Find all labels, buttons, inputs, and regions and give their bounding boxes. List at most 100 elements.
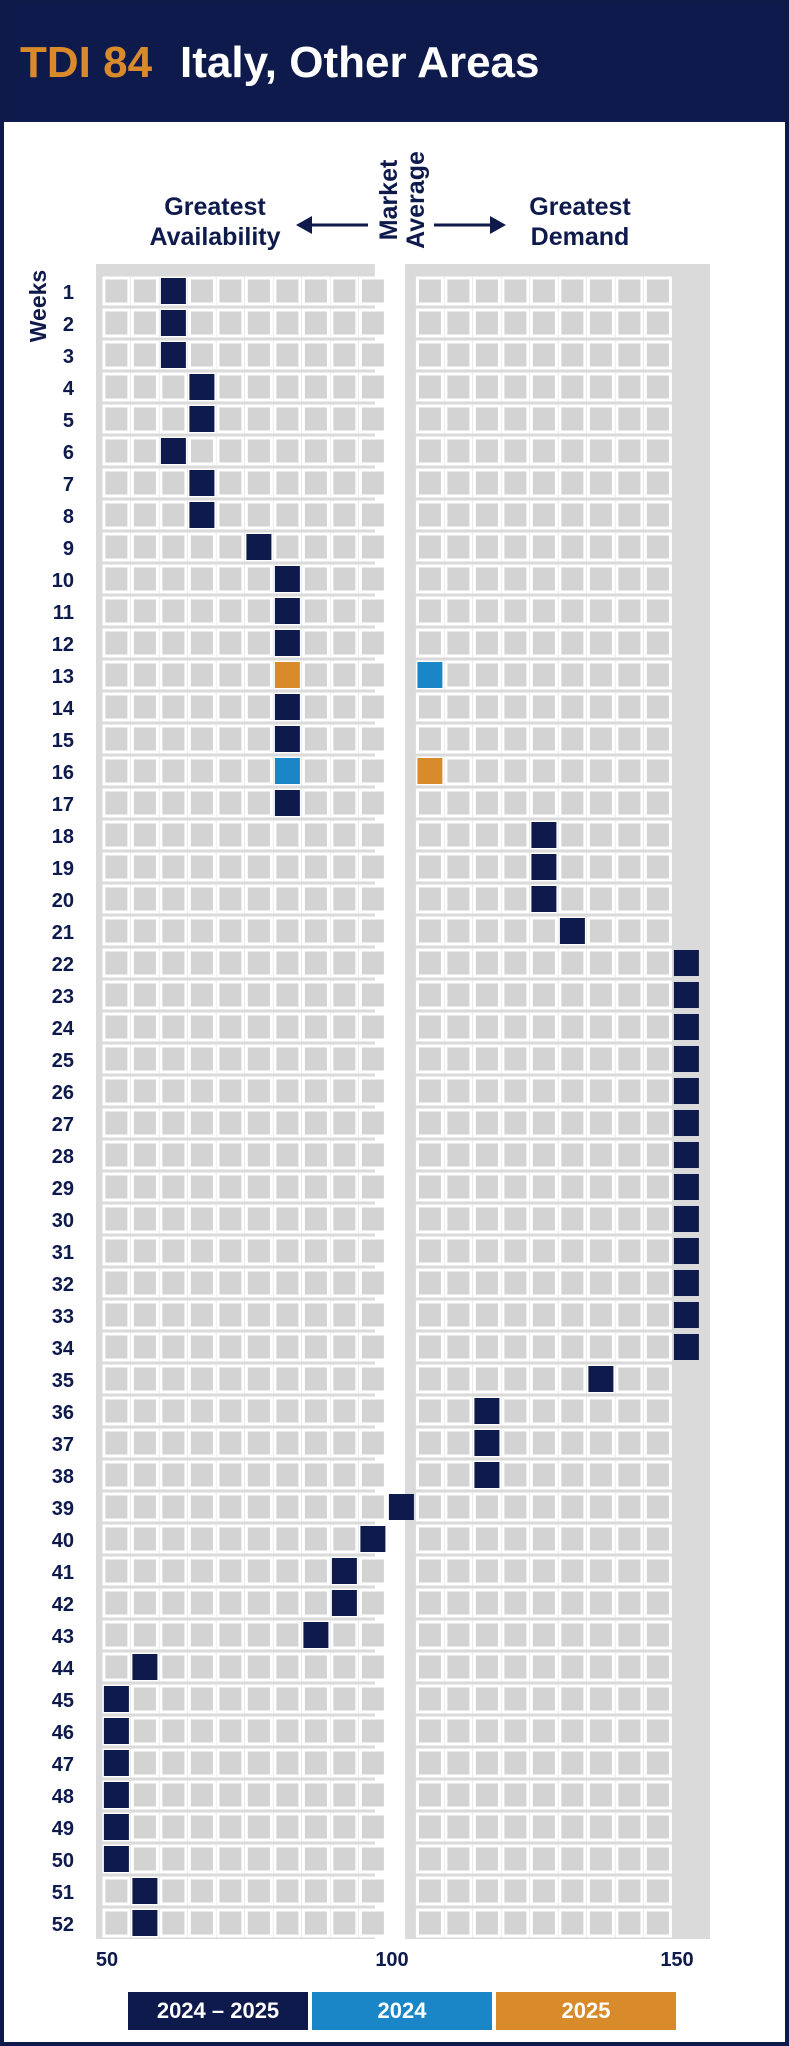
grid-cell (501, 884, 530, 914)
grid-cell (586, 1012, 615, 1042)
week-label: 49 (52, 1818, 74, 1840)
grid-cell (216, 532, 245, 562)
grid-cell (643, 1556, 672, 1586)
x-tick-label: 150 (660, 1949, 693, 1971)
grid-cell (301, 1236, 330, 1266)
grid-cell (102, 1364, 131, 1394)
grid-cell (529, 1172, 558, 1202)
grid-cell (415, 596, 444, 626)
grid-cell (358, 1396, 387, 1426)
week-label: 46 (52, 1722, 74, 1744)
grid-cell (643, 980, 672, 1010)
grid-cell (244, 980, 273, 1010)
grid-cell (586, 852, 615, 882)
week-label: 11 (53, 602, 74, 624)
grid-cell (501, 1524, 530, 1554)
grid-cell (444, 820, 473, 850)
grid-cell (501, 660, 530, 690)
grid-cell (643, 1460, 672, 1490)
week-label: 21 (52, 922, 74, 944)
grid-cell (501, 1172, 530, 1202)
grid-cell (643, 1620, 672, 1650)
grid-cell (130, 1204, 159, 1234)
grid-cell (244, 1332, 273, 1362)
grid-cell (472, 1364, 501, 1394)
grid-cell (615, 436, 644, 466)
grid-cell (501, 340, 530, 370)
grid-cell (301, 404, 330, 434)
grid-cell (586, 500, 615, 530)
grid-cell (330, 980, 359, 1010)
grid-cell (586, 1268, 615, 1298)
x-tick-labels: 50 100 150 (96, 1949, 694, 1971)
grid-cell (472, 788, 501, 818)
grid-cell (501, 1684, 530, 1714)
grid-cell (130, 1812, 159, 1842)
grid-cell (444, 948, 473, 978)
grid-cell (358, 724, 387, 754)
grid-cell (558, 788, 587, 818)
grid-cell (159, 948, 188, 978)
grid-cell (444, 1748, 473, 1778)
grid-cell (415, 1332, 444, 1362)
grid-cell (358, 1076, 387, 1106)
grid-cell (330, 1140, 359, 1170)
week-label: 45 (52, 1690, 74, 1712)
grid-cell (415, 532, 444, 562)
grid-cell (586, 276, 615, 306)
grid-cell (216, 1268, 245, 1298)
grid-cell (130, 692, 159, 722)
grid-cell (472, 1620, 501, 1650)
grid-cell (501, 1588, 530, 1618)
grid-cell (615, 724, 644, 754)
grid-cell (415, 404, 444, 434)
grid-cell (358, 308, 387, 338)
grid-cell (301, 1364, 330, 1394)
grid-cell (187, 724, 216, 754)
grid-cell (159, 1524, 188, 1554)
grid-cell (273, 1556, 302, 1586)
grid-cell (244, 1268, 273, 1298)
grid-cell (216, 1460, 245, 1490)
grid-cell (643, 1300, 672, 1330)
grid-cell (187, 788, 216, 818)
grid-cell (586, 1844, 615, 1874)
grid-cell (159, 884, 188, 914)
grid-cell (330, 1524, 359, 1554)
grid-cell (273, 276, 302, 306)
grid-cell (358, 1044, 387, 1074)
grid-cell (159, 1076, 188, 1106)
grid-cell (130, 1236, 159, 1266)
right-label-line1: Greatest (529, 193, 631, 221)
grid-cell (615, 1620, 644, 1650)
grid-cell (301, 1076, 330, 1106)
grid-cell (187, 1460, 216, 1490)
grid-cell (330, 852, 359, 882)
grid-cell (529, 1076, 558, 1106)
grid-cell (643, 820, 672, 850)
week-label: 3 (63, 346, 74, 368)
grid-cell (415, 852, 444, 882)
grid-cell (615, 1556, 644, 1586)
grid-cell (330, 372, 359, 402)
grid-cell (586, 1780, 615, 1810)
data-cell (303, 1622, 329, 1648)
grid-cell (102, 436, 131, 466)
grid-cell (444, 1076, 473, 1106)
grid-cell (187, 1172, 216, 1202)
grid-cell (444, 1460, 473, 1490)
grid-cell (472, 1300, 501, 1330)
data-cell (160, 278, 186, 304)
grid-cell (159, 404, 188, 434)
grid-cell (102, 1620, 131, 1650)
grid-cell (130, 468, 159, 498)
grid-cell (130, 532, 159, 562)
grid-cell (330, 1460, 359, 1490)
grid-cell (415, 468, 444, 498)
grid-cell (159, 660, 188, 690)
grid-cell (244, 1300, 273, 1330)
grid-cell (615, 1844, 644, 1874)
grid-cell (415, 1716, 444, 1746)
grid-cell (615, 1716, 644, 1746)
grid-cell (615, 1492, 644, 1522)
